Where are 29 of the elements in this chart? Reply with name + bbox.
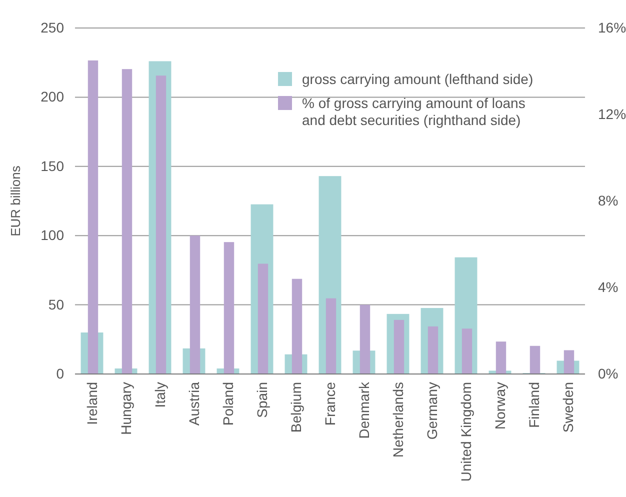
x-tick-label: Italy [152,382,168,408]
legend-label: gross carrying amount (lefthand side) [302,71,534,87]
y-tick-label: 100 [40,227,64,244]
y2-tick-label: 0% [598,365,618,382]
y-tick-label: 200 [40,88,64,105]
x-tick-label: Austria [186,382,202,426]
x-tick-label: Hungary [118,382,134,435]
x-tick-label: Ireland [84,382,100,425]
x-tick-label: Denmark [356,381,372,439]
y-tick-label: 250 [40,19,64,36]
x-tick-label: Poland [220,382,236,426]
x-tick-label: Germany [424,382,440,440]
x-tick-label: United Kingdom [458,382,474,482]
y-tick-label: 150 [40,158,64,174]
legend-label: % of gross carrying amount of loans and debt securities (righthand side) [302,95,526,128]
y2-tick-label: 8% [598,192,618,208]
x-tick-label: Sweden [560,382,576,433]
x-tick-label: Belgium [288,382,304,433]
y-tick-label: 0 [56,365,64,382]
y-axis-title: EUR billions [8,165,23,236]
y2-tick-label: 4% [598,278,618,295]
x-tick-label: Finland [526,382,542,428]
x-tick-label: Norway [492,382,508,430]
x-tick-label: Spain [254,382,270,418]
y-tick-label: 50 [48,296,64,312]
x-tick-label: Netherlands [390,382,406,458]
y2-tick-label: 12% [598,106,626,122]
x-tick-label: France [322,382,338,426]
y2-tick-label: 16% [598,19,626,36]
